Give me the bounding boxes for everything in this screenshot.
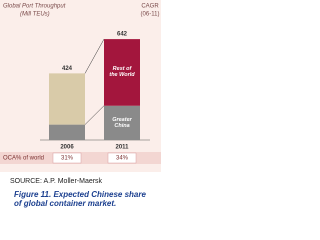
- bar-segment: [104, 39, 140, 106]
- bar-segment: [104, 105, 140, 140]
- caption-text: Expected Chinese share of global contain…: [14, 190, 146, 208]
- total-label: 642: [117, 32, 128, 38]
- bar-segment: [49, 124, 85, 140]
- share-label: OCA% of world: [3, 156, 44, 162]
- total-label: 424: [62, 66, 73, 72]
- series-name: Greater China: [112, 116, 132, 129]
- right-subtitle: (06-11): [141, 12, 160, 18]
- x-tick-label: 2006: [60, 145, 74, 151]
- share-value: 34%: [116, 156, 129, 162]
- chart-title: Global Port Throughput: [3, 4, 66, 10]
- bar-segment: [49, 73, 85, 125]
- connector: [84, 105, 105, 125]
- in-bar-label-box: Rest of the World: [109, 66, 135, 79]
- caption-prefix: Figure 11.: [14, 190, 52, 199]
- page: Global Port Throughput (Mill TEUs) CAGR …: [0, 0, 161, 220]
- share-box: [107, 152, 137, 164]
- share-box: [52, 152, 82, 164]
- x-tick-label: 2011: [115, 145, 129, 151]
- series-name: Rest of the World: [109, 66, 135, 79]
- in-bar-label-box: Greater China: [112, 116, 132, 129]
- source: SOURCE: A.P. Moller-Maersk: [10, 178, 103, 185]
- chart: Global Port Throughput (Mill TEUs) CAGR …: [0, 0, 161, 172]
- chart-subtitle: (Mill TEUs): [20, 12, 50, 18]
- connector: [84, 38, 105, 74]
- share-value: 31%: [61, 156, 74, 162]
- right-title: CAGR: [141, 4, 159, 10]
- caption: Figure 11. Expected Chinese share of glo…: [14, 190, 154, 208]
